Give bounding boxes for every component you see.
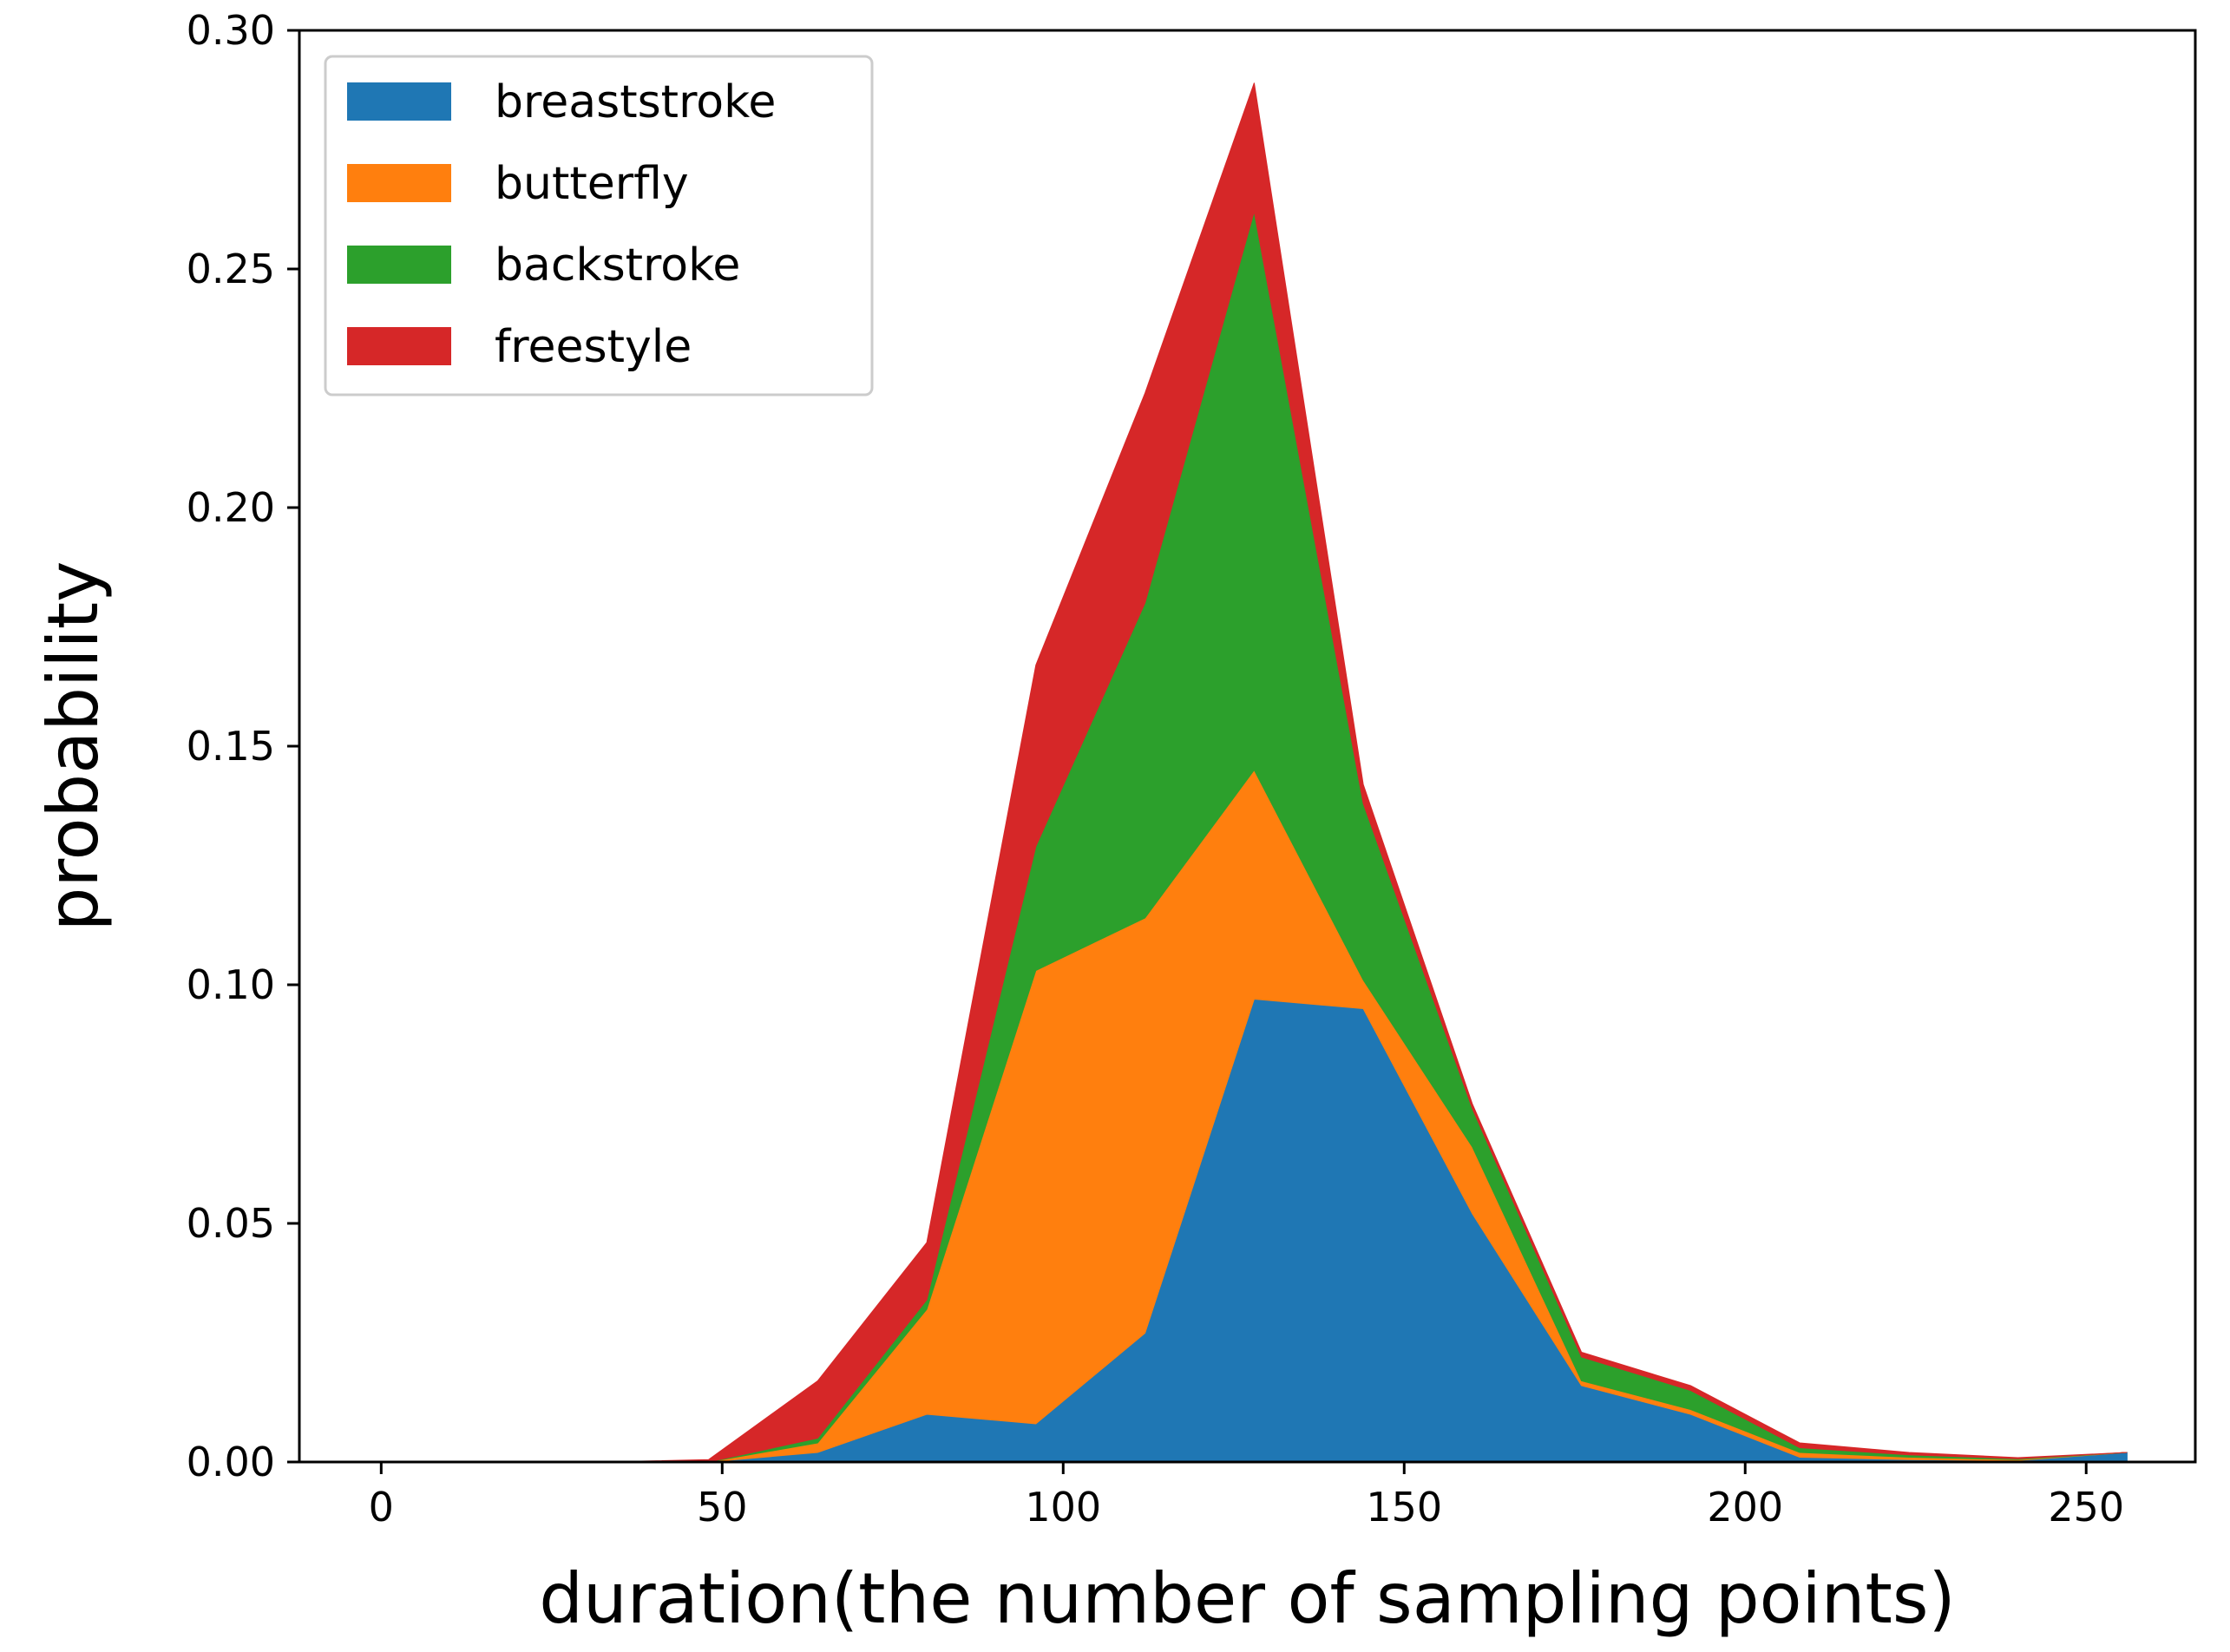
legend-swatch-butterfly	[347, 164, 451, 202]
legend-label-butterfly: butterfly	[495, 158, 689, 210]
y-tick-label: 0.20	[187, 484, 275, 531]
legend-box	[324, 55, 874, 397]
series-area-breaststroke	[381, 998, 2128, 1463]
legend: breaststroke butterfly backstroke freestyle	[324, 55, 874, 397]
x-tick-label: 150	[1366, 1484, 1442, 1531]
legend-label-freestyle: freestyle	[495, 321, 692, 373]
x-axis-title: duration(the number of sampling points)	[539, 1558, 1955, 1639]
y-axis-title: probability	[33, 561, 114, 932]
y-tick-label: 0.15	[187, 723, 275, 770]
legend-label-breaststroke: breaststroke	[495, 76, 776, 128]
x-tick-label: 200	[1707, 1484, 1783, 1531]
y-tick-label: 0.00	[187, 1439, 275, 1485]
legend-swatch-breaststroke	[347, 82, 451, 121]
x-tick-label: 50	[697, 1484, 748, 1531]
series-area-freestyle	[381, 82, 2128, 1463]
y-tick-label: 0.25	[187, 246, 275, 292]
axes: 0 50 100 150 200 250 0.00 0.05 0.10 0.15 0.20 0.25 0…	[187, 7, 2197, 1531]
x-tick-label: 0	[369, 1484, 394, 1531]
y-tick-label: 0.05	[187, 1200, 275, 1247]
y-tick-label: 0.10	[187, 961, 275, 1008]
y-tick-label: 0.30	[187, 7, 275, 54]
legend-swatch-backstroke	[347, 246, 451, 284]
legend-label-backstroke: backstroke	[495, 239, 740, 292]
legend-swatch-freestyle	[347, 327, 451, 365]
x-tick-label: 250	[2048, 1484, 2124, 1531]
x-tick-label: 100	[1025, 1484, 1101, 1531]
